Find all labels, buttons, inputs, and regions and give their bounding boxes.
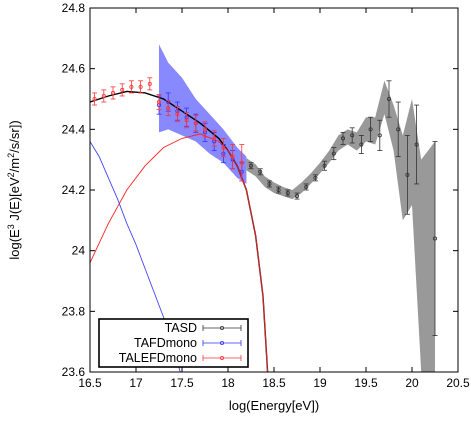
data-point-tasd	[294, 192, 300, 200]
data-point-talefdmono	[211, 130, 217, 147]
x-tick-label: 17.5	[170, 376, 194, 390]
y-axis-title-sup: 3	[6, 224, 16, 229]
x-tick-label: 19	[313, 376, 327, 390]
data-point-tasd	[404, 134, 410, 215]
y-tick-label: 24.2	[62, 183, 86, 197]
band-tafdmono	[159, 44, 247, 184]
legend-label: TASD	[165, 321, 197, 335]
y-axis-title-sup: 2	[6, 153, 16, 158]
ticks-layer: 16.5 17 17.5 18 18.5 19 19.5 20 20.5 23.6 23.8 24 24…	[62, 1, 470, 390]
data-point-talefdmono	[110, 86, 116, 100]
y-axis-title-sup: 2	[6, 172, 16, 177]
data-point-talefdmono	[165, 100, 171, 117]
y-axis-title-part: J(E)[eV	[7, 177, 22, 224]
legend-label: TALEFDmono	[119, 351, 197, 365]
x-tick-label: 20	[405, 376, 419, 390]
y-axis-title-part: /s/sr])	[7, 120, 22, 153]
data-point-tasd	[358, 134, 364, 155]
x-tick-label: 19.5	[354, 376, 378, 390]
y-tick-label: 24.4	[62, 122, 86, 136]
y-axis-title-part: /m	[7, 158, 22, 172]
legend-marker	[219, 325, 224, 330]
data-point-talefdmono	[174, 106, 180, 123]
data-point-tasd	[386, 80, 392, 118]
data-point-tasd	[322, 160, 328, 171]
data-point-tasd	[312, 174, 318, 182]
x-tick-label: 20.5	[446, 376, 470, 390]
x-axis-title: log(Energy[eV])	[229, 398, 319, 413]
y-tick-label: 23.6	[62, 365, 86, 379]
data-point-tasd	[276, 186, 282, 194]
data-point-talefdmono	[239, 144, 245, 182]
legend-marker	[219, 355, 224, 360]
x-tick-label: 17	[129, 376, 143, 390]
model-curve	[90, 133, 269, 372]
data-point-tasd	[248, 162, 254, 170]
data-point-talefdmono	[92, 92, 98, 106]
data-point-talefdmono	[230, 144, 236, 170]
legend-label: TAFDmono	[134, 336, 197, 350]
data-point-tasd	[395, 101, 401, 158]
y-axis-title: log(E3 J(E)[eV2/m2/s/sr])	[6, 120, 22, 259]
y-tick-label: 24.6	[62, 62, 86, 76]
data-point-talefdmono	[193, 115, 199, 132]
data-point-tasd	[303, 183, 309, 191]
y-tick-label: 24.8	[62, 1, 86, 15]
data-point-tasd	[349, 127, 355, 144]
data-point-tasd	[340, 131, 346, 145]
data-point-tasd	[377, 119, 383, 151]
data-point-talefdmono	[138, 80, 144, 94]
x-tick-label: 18	[221, 376, 235, 390]
data-point-talefdmono	[128, 80, 134, 94]
y-tick-label: 23.8	[62, 304, 86, 318]
data-point-tasd	[414, 104, 420, 185]
data-point-tasd	[368, 116, 374, 142]
x-tick-label: 16.5	[78, 376, 102, 390]
data-point-tasd	[257, 168, 263, 176]
data-point-talefdmono	[101, 89, 107, 103]
data-point-talefdmono	[184, 112, 190, 129]
data-point-tasd	[432, 141, 438, 337]
data-point-talefdmono	[220, 138, 226, 158]
data-point-tasd	[285, 189, 291, 197]
data-point-talefdmono	[156, 94, 162, 111]
data-point-tasd	[331, 147, 337, 161]
y-tick-label: 24	[72, 244, 86, 258]
data-point-talefdmono	[119, 83, 125, 97]
y-axis-title-part: log(E	[7, 229, 22, 260]
data-point-talefdmono	[147, 77, 153, 91]
data-point-talefdmono	[202, 121, 208, 138]
legend-marker	[219, 340, 224, 345]
band-tasd	[246, 80, 435, 372]
data-points-layer	[92, 77, 438, 337]
x-tick-label: 18.5	[262, 376, 286, 390]
data-point-tasd	[266, 180, 272, 188]
